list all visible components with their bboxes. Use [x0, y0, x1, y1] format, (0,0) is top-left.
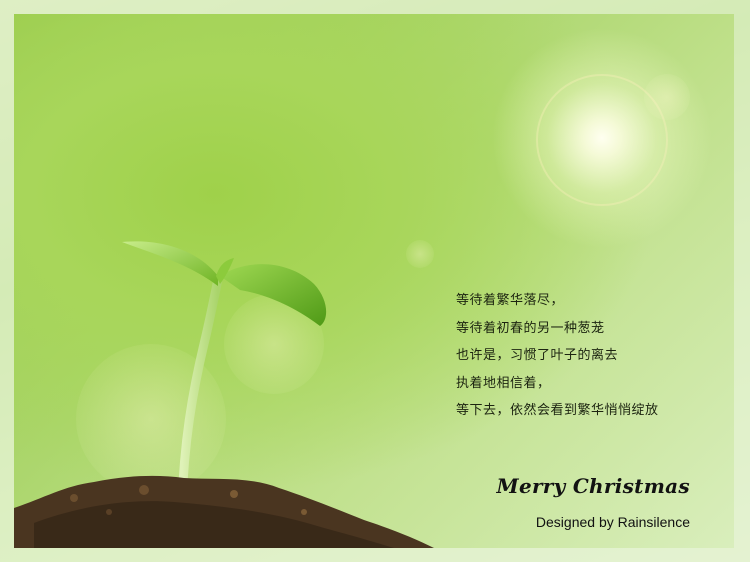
poem-line: 也许是，习惯了叶子的离去 — [456, 348, 619, 363]
poem: 等待着繁华落尽， 等待着初春的另一种葱茏 也许是，习惯了叶子的离去 执着地相信着… — [456, 287, 716, 425]
poem-line: 等待着初春的另一种葱茏 — [456, 320, 605, 336]
bokeh-orb — [406, 240, 434, 268]
greeting-title: Merry Christmas — [496, 474, 690, 498]
sprout-icon — [122, 241, 327, 509]
bokeh-orb — [644, 74, 690, 120]
poem-line: 等待着繁华落尽， — [456, 293, 565, 308]
soil-icon — [14, 475, 434, 548]
designer-credit: Designed by Rainsilence — [535, 514, 690, 530]
photo-scene — [14, 14, 734, 548]
poem-line: 执着地相信着， — [456, 375, 551, 391]
poem-line: 等下去，依然会看到繁华悄悄绽放 — [456, 403, 659, 418]
sun-flare-ring — [536, 74, 668, 206]
